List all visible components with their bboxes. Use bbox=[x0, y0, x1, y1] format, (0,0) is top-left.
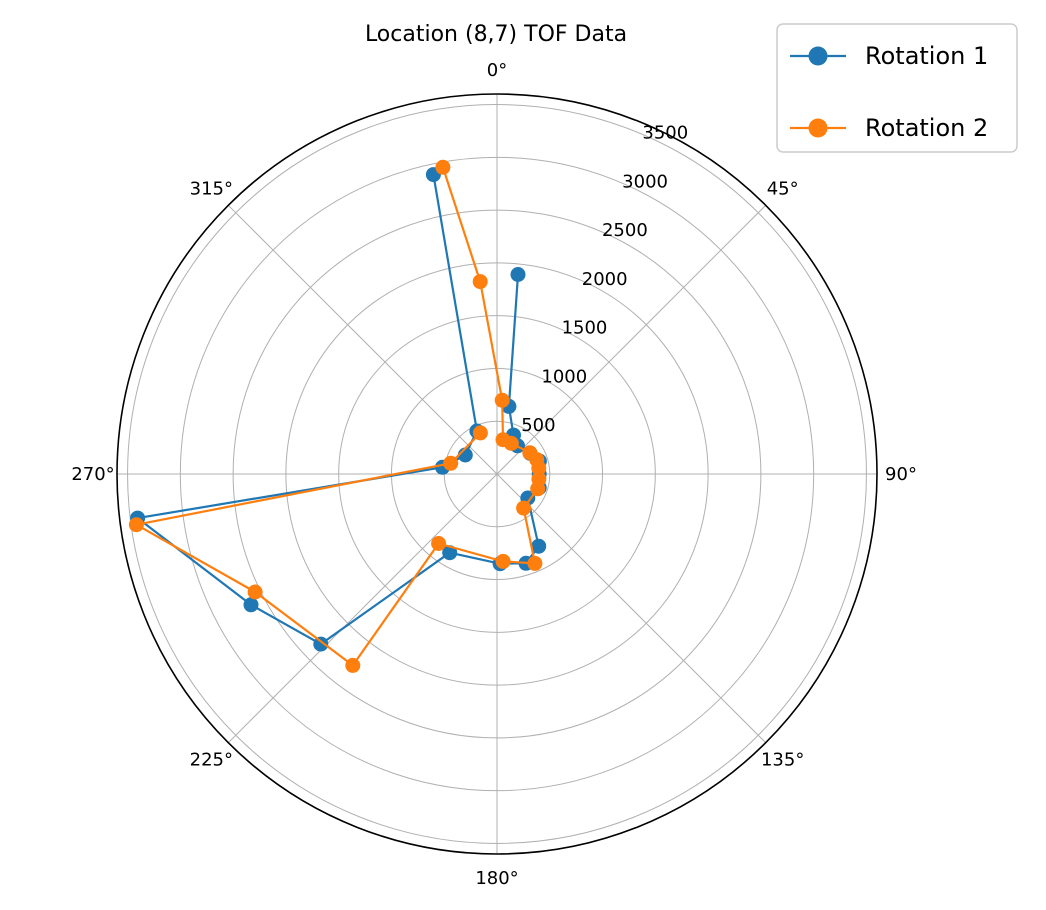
angle-tick-label: 45° bbox=[767, 178, 799, 199]
legend: Rotation 1 Rotation 2 bbox=[776, 23, 1018, 153]
data-point bbox=[243, 597, 259, 613]
series-2 bbox=[128, 159, 547, 673]
angular-gridline bbox=[496, 473, 767, 744]
legend-marker bbox=[808, 118, 828, 138]
polar-frame bbox=[116, 93, 878, 855]
angle-tick-label: 225° bbox=[190, 750, 233, 771]
data-point bbox=[128, 517, 144, 533]
radius-tick-label: 500 bbox=[521, 415, 555, 436]
radius-tick-label: 1500 bbox=[562, 318, 608, 339]
series-layer bbox=[128, 159, 547, 673]
radius-tick-label: 2500 bbox=[602, 220, 648, 241]
radius-tick-label: 1000 bbox=[541, 366, 587, 387]
angle-tick-label: 0° bbox=[487, 60, 507, 81]
radius-tick-labels: 500 1000 1500 2000 2500 3000 3500 bbox=[521, 123, 688, 437]
data-point bbox=[494, 392, 510, 408]
data-point bbox=[443, 455, 459, 471]
data-point bbox=[313, 636, 329, 652]
data-point bbox=[247, 584, 263, 600]
data-point bbox=[510, 267, 526, 282]
data-point bbox=[503, 435, 519, 451]
polar-grid bbox=[116, 93, 878, 855]
data-point bbox=[345, 657, 361, 673]
data-point bbox=[531, 538, 547, 554]
series-line bbox=[136, 174, 541, 646]
data-point bbox=[516, 500, 532, 516]
radius-tick-label: 3500 bbox=[642, 123, 688, 144]
data-point bbox=[531, 460, 547, 476]
angle-tick-label: 90° bbox=[885, 464, 917, 485]
angle-tick-label: 135° bbox=[761, 750, 804, 771]
legend-label: Rotation 2 bbox=[865, 114, 988, 142]
chart-title: Location (8,7) TOF Data bbox=[365, 22, 627, 47]
data-point bbox=[472, 425, 488, 441]
angular-gridline bbox=[227, 473, 498, 744]
angle-tick-label: 270° bbox=[71, 464, 114, 485]
radius-tick-label: 3000 bbox=[622, 171, 668, 192]
angle-tick-label: 180° bbox=[475, 868, 518, 889]
legend-marker bbox=[808, 46, 828, 66]
angular-gridline bbox=[496, 204, 767, 475]
data-point bbox=[495, 553, 511, 569]
data-point bbox=[472, 274, 488, 290]
legend-label: Rotation 1 bbox=[865, 42, 988, 70]
angle-tick-labels: 0° 45° 90° 135° 180° 225° 270° 315° bbox=[71, 60, 917, 889]
data-point bbox=[435, 159, 451, 175]
angle-tick-label: 315° bbox=[190, 178, 233, 199]
data-point bbox=[527, 555, 543, 571]
radius-tick-label: 2000 bbox=[582, 269, 628, 290]
data-point bbox=[530, 481, 546, 497]
data-point bbox=[442, 545, 458, 561]
data-point bbox=[431, 536, 447, 551]
angular-gridline bbox=[227, 204, 498, 475]
